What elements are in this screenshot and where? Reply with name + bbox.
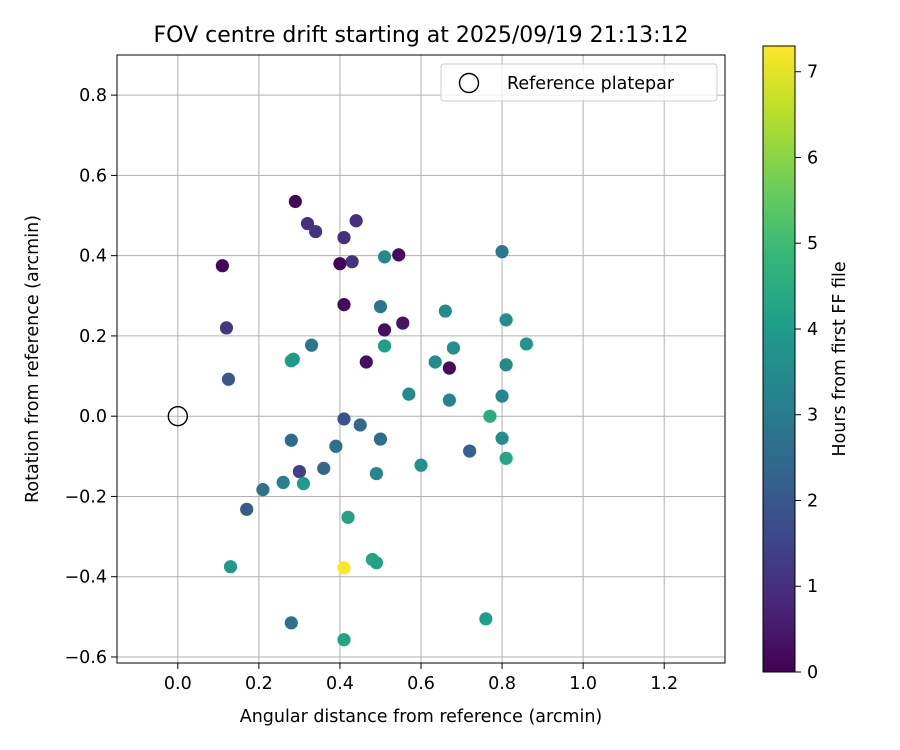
scatter-point	[292, 464, 306, 479]
y-tick-label: 0.2	[79, 327, 107, 347]
scatter-point	[284, 616, 298, 630]
colorbar-ticks: 0 1 2 3 4 5 6 7	[795, 63, 818, 683]
scatter-point	[483, 409, 497, 423]
legend-entry-reference: Reference platepar	[507, 74, 675, 94]
scatter-points	[215, 194, 533, 647]
colorbar-tick-label: 3	[807, 406, 818, 426]
scatter-point	[337, 298, 351, 312]
scatter-point	[341, 510, 355, 524]
scatter-point	[373, 432, 388, 446]
scatter-point	[377, 323, 392, 337]
x-tick-label: 0.2	[245, 674, 273, 694]
scatter-point	[215, 259, 229, 273]
scatter-point	[495, 431, 509, 445]
scatter-point	[286, 352, 300, 366]
scatter-point	[479, 612, 493, 626]
scatter-point	[499, 313, 513, 327]
scatter-point	[288, 194, 302, 209]
chart-title: FOV centre drift starting at 2025/09/19 …	[154, 23, 689, 48]
scatter-point	[377, 339, 392, 353]
legend-marker-reference	[458, 72, 480, 94]
scatter-point	[300, 216, 315, 231]
y-tick-label: −0.6	[65, 648, 108, 668]
scatter-point	[359, 355, 373, 369]
x-tick-label: 1.0	[569, 674, 597, 694]
y-tick-label: 0.6	[79, 166, 107, 186]
y-tick-label: −0.4	[65, 568, 108, 588]
scatter-point	[304, 338, 319, 352]
scatter-point	[402, 387, 416, 401]
scatter-point	[333, 257, 347, 271]
colorbar-tick-label: 2	[807, 491, 818, 511]
legend: Reference platepar	[440, 63, 718, 102]
colorbar-gradient	[762, 45, 796, 673]
scatter-point	[377, 250, 392, 264]
colorbar-tick-label: 7	[807, 63, 818, 83]
legend-box	[440, 63, 718, 102]
scatter-point	[495, 245, 509, 259]
scatter-point	[414, 458, 428, 472]
scatter-point	[499, 451, 513, 465]
colorbar-tick-label: 5	[807, 234, 818, 254]
scatter-point	[276, 475, 290, 490]
scatter-point	[256, 483, 270, 497]
scatter-point	[396, 316, 410, 330]
scatter-point	[499, 358, 513, 372]
x-axis-label: Angular distance from reference (arcmin)	[240, 707, 603, 727]
scatter-point	[219, 321, 234, 335]
scatter-point	[317, 461, 331, 475]
colorbar-tick-label: 4	[807, 320, 818, 340]
y-tick-label: 0.4	[79, 247, 107, 267]
colorbar-tick-label: 0	[807, 663, 818, 683]
scatter-point	[442, 361, 456, 375]
scatter-point	[337, 231, 351, 245]
colorbar-tick-label: 6	[807, 148, 818, 168]
scatter-point	[337, 633, 351, 647]
scatter-point	[353, 418, 367, 432]
scatter-point	[284, 433, 298, 447]
scatter-point	[337, 561, 351, 575]
scatter-point	[495, 389, 509, 403]
scatter-point	[221, 372, 236, 386]
scatter-point	[240, 502, 254, 516]
scatter-point	[373, 300, 388, 314]
y-tick-label: 0.0	[79, 407, 107, 427]
scatter-point	[428, 355, 442, 369]
reference-platepar-marker	[167, 405, 189, 427]
scatter-point	[296, 477, 311, 491]
x-tick-label: 0.6	[407, 674, 435, 694]
scatter-point	[519, 337, 533, 351]
scatter-point	[349, 214, 363, 228]
y-axis-ticks: −0.6 −0.4 −0.2 0.0 0.2 0.4 0.6 0.8	[65, 86, 117, 668]
x-tick-label: 0.8	[488, 674, 516, 694]
scatter-point	[337, 412, 351, 426]
scatter-point	[438, 304, 452, 318]
scatter-point	[463, 444, 477, 458]
colorbar-label: Hours from first FF file	[830, 261, 850, 456]
scatter-point	[392, 248, 406, 262]
colorbar: 0 1 2 3 4 5 6 7 Hours from first FF file	[762, 45, 850, 683]
scatter-point	[223, 560, 238, 574]
scatter-point	[369, 466, 384, 481]
y-tick-label: −0.2	[65, 487, 108, 507]
y-tick-label: 0.8	[79, 86, 107, 106]
y-axis-label: Rotation from reference (arcmin)	[23, 215, 43, 503]
x-tick-label: 0.4	[326, 674, 354, 694]
scatter-point	[442, 393, 456, 407]
x-tick-label: 0.0	[164, 674, 192, 694]
colorbar-tick-label: 1	[807, 577, 818, 597]
scatter-point	[309, 224, 323, 239]
x-axis-ticks: 0.0 0.2 0.4 0.6 0.8 1.0 1.2	[164, 663, 678, 694]
scatter-point	[329, 439, 343, 453]
scatter-point	[345, 255, 359, 269]
scatter-point	[446, 341, 461, 355]
grid	[117, 55, 725, 663]
scatter-point	[369, 556, 384, 570]
x-tick-label: 1.2	[650, 674, 678, 694]
